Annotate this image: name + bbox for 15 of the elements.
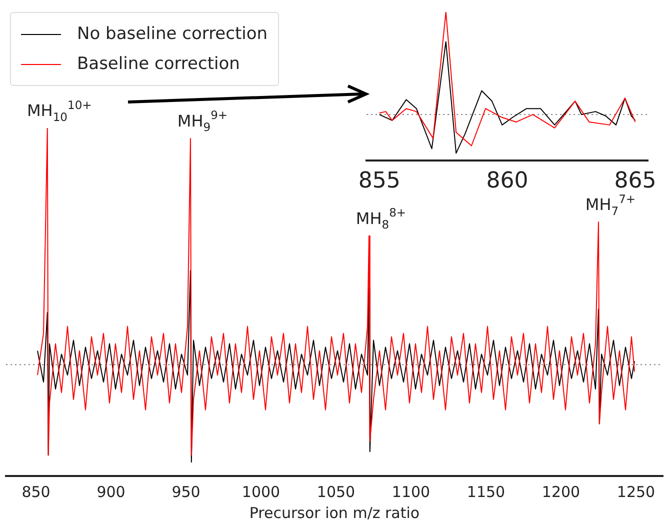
x-tick-label: 860 xyxy=(486,168,528,194)
x-tick-label: 855 xyxy=(358,168,400,194)
x-tick-label: 850 xyxy=(22,482,50,501)
legend-label: Baseline correction xyxy=(77,54,240,74)
x-tick-label: 1200 xyxy=(542,482,580,501)
x-tick-label: 1250 xyxy=(616,482,656,501)
x-tick-label: 1100 xyxy=(392,482,430,501)
x-tick-label: 950 xyxy=(172,482,200,501)
x-tick-label: 900 xyxy=(96,482,126,501)
x-tick-label: 1150 xyxy=(466,482,506,501)
x-axis-title: Precursor ion m/z ratio xyxy=(249,504,420,522)
x-tick-label: 865 xyxy=(614,168,656,194)
legend-label: No baseline correction xyxy=(77,24,268,44)
x-tick-label: 1000 xyxy=(242,482,280,501)
x-tick-label: 1050 xyxy=(316,482,356,501)
